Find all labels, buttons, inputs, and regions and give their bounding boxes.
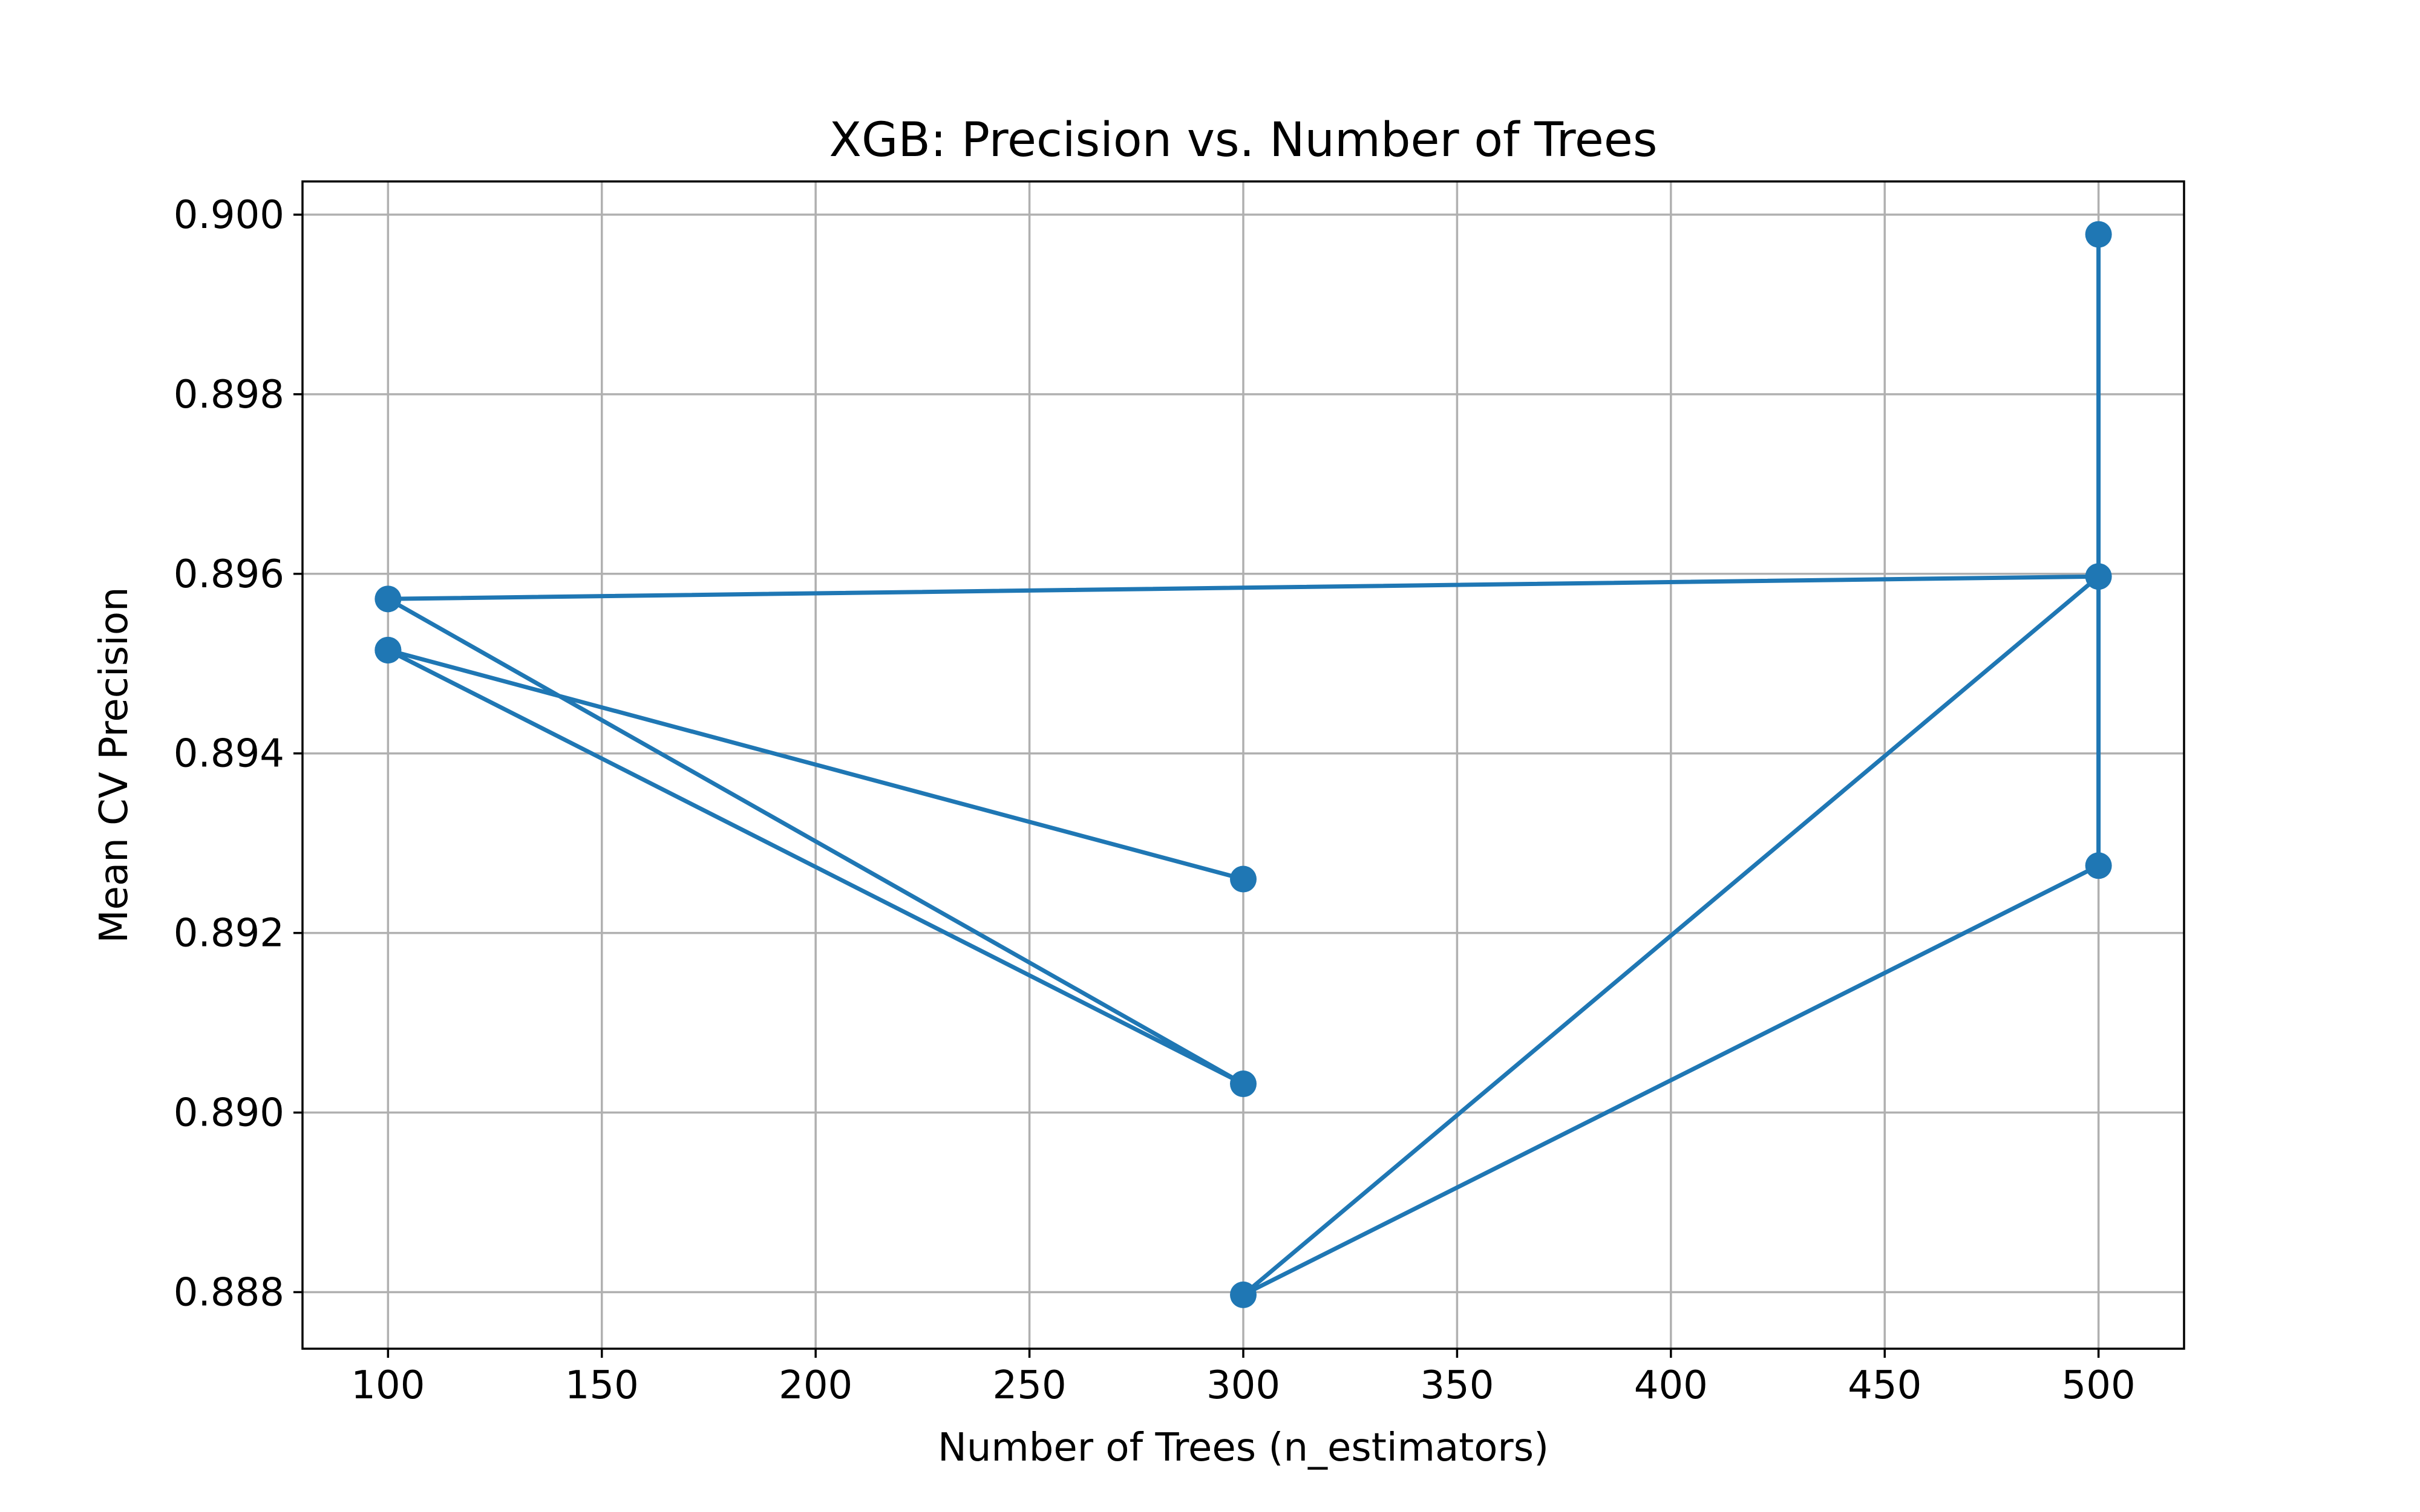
data-point [2085,563,2112,590]
y-axis-ticks: 0.888 0.890 0.892 0.894 0.896 0.898 0.900 [174,193,302,1315]
series-points [374,221,2112,1308]
y-tick-label: 0.894 [174,732,284,777]
x-tick-label: 200 [779,1363,852,1408]
y-tick-label: 0.898 [174,373,284,417]
x-tick-label: 100 [351,1363,425,1408]
data-point [1230,1070,1257,1098]
grid [302,181,2184,1349]
series-line-0 [385,232,2101,1297]
x-axis-ticks: 100 150 200 250 300 350 400 450 500 [351,1349,2136,1408]
chart-title: XGB: Precision vs. Number of Trees [829,113,1658,168]
x-tick-label: 350 [1420,1363,1494,1408]
data-point [2085,852,2112,879]
data-point [1230,1281,1257,1308]
y-tick-label: 0.892 [174,911,284,956]
x-tick-label: 250 [993,1363,1067,1408]
y-tick-label: 0.900 [174,193,284,238]
x-tick-label: 150 [565,1363,639,1408]
x-tick-label: 500 [2062,1363,2136,1408]
x-tick-label: 450 [1848,1363,1921,1408]
y-tick-label: 0.896 [174,552,284,597]
data-point [1230,865,1257,893]
y-tick-label: 0.888 [174,1270,284,1315]
y-axis-label: Mean CV Precision [92,587,137,943]
x-tick-label: 300 [1206,1363,1280,1408]
y-tick-label: 0.890 [174,1091,284,1136]
series-lines [385,232,2101,1297]
data-point [374,585,402,613]
x-tick-label: 400 [1634,1363,1708,1408]
data-point [374,636,402,663]
data-point [2085,221,2112,248]
x-axis-label: Number of Trees (n_estimators) [938,1426,1549,1470]
